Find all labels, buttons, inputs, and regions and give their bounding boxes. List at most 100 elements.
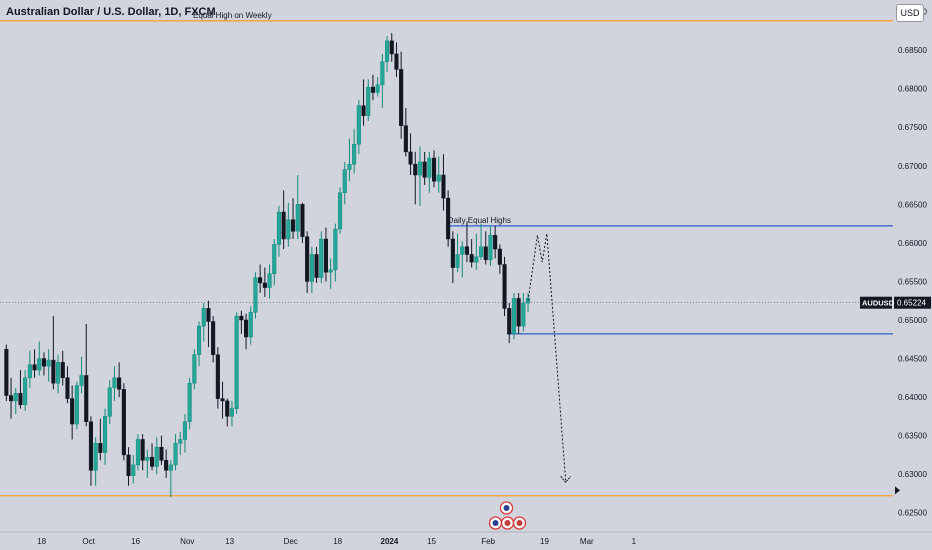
candle[interactable] <box>338 192 343 230</box>
candle[interactable] <box>347 163 352 170</box>
candle[interactable] <box>333 228 338 271</box>
scroll-right-icon[interactable] <box>895 486 900 495</box>
candle[interactable] <box>276 211 281 245</box>
candle[interactable] <box>441 174 446 199</box>
candle[interactable] <box>399 69 404 126</box>
candle[interactable] <box>262 282 267 288</box>
candle[interactable] <box>225 400 230 417</box>
candle[interactable] <box>103 416 108 453</box>
candle[interactable] <box>488 234 493 261</box>
candle[interactable] <box>37 358 42 371</box>
candle[interactable] <box>98 443 103 453</box>
candle[interactable] <box>408 151 413 165</box>
candle[interactable] <box>112 377 117 389</box>
candle[interactable] <box>464 246 469 255</box>
candle[interactable] <box>427 157 432 178</box>
candle[interactable] <box>168 464 173 471</box>
candle[interactable] <box>211 321 216 355</box>
candle[interactable] <box>74 385 79 425</box>
candle[interactable] <box>267 273 272 288</box>
candle[interactable] <box>455 254 460 268</box>
candle[interactable] <box>206 308 211 322</box>
price-axis[interactable] <box>893 0 932 550</box>
candle[interactable] <box>131 464 136 476</box>
candle[interactable] <box>93 443 98 471</box>
candle[interactable] <box>516 298 521 327</box>
candle[interactable] <box>117 377 122 390</box>
candle[interactable] <box>192 354 197 384</box>
candle[interactable] <box>201 308 206 327</box>
candle[interactable] <box>291 219 296 232</box>
candle[interactable] <box>370 86 375 93</box>
candle[interactable] <box>27 364 32 379</box>
candle[interactable] <box>446 197 451 240</box>
candle[interactable] <box>41 358 47 367</box>
candle[interactable] <box>220 398 225 402</box>
candle[interactable] <box>79 375 84 386</box>
candle[interactable] <box>244 319 249 338</box>
candle[interactable] <box>483 246 488 261</box>
candle[interactable] <box>319 238 324 278</box>
candle[interactable] <box>314 254 319 278</box>
candle[interactable] <box>413 163 418 176</box>
candle[interactable] <box>140 439 145 461</box>
candle[interactable] <box>352 143 357 165</box>
candle[interactable] <box>88 421 94 471</box>
candle[interactable] <box>328 269 333 273</box>
candle[interactable] <box>403 125 408 153</box>
candle[interactable] <box>46 359 51 367</box>
candle[interactable] <box>234 315 239 409</box>
candle[interactable] <box>258 277 263 284</box>
candle[interactable] <box>361 105 366 116</box>
candle[interactable] <box>23 377 28 406</box>
candle[interactable] <box>432 157 437 182</box>
candle[interactable] <box>375 84 380 93</box>
candle[interactable] <box>178 439 183 444</box>
candle[interactable] <box>305 236 310 282</box>
candle[interactable] <box>60 362 65 379</box>
candle[interactable] <box>70 398 75 425</box>
candle[interactable] <box>182 421 187 440</box>
candle[interactable] <box>507 308 512 335</box>
candle[interactable] <box>286 219 291 240</box>
candle[interactable] <box>380 61 385 86</box>
candle[interactable] <box>159 446 164 461</box>
candle[interactable] <box>107 387 112 417</box>
candle[interactable] <box>126 454 131 476</box>
candle[interactable] <box>511 298 517 335</box>
plot-area[interactable] <box>0 0 893 532</box>
candle[interactable] <box>135 439 140 466</box>
candle[interactable] <box>239 315 244 321</box>
candle[interactable] <box>197 325 202 355</box>
candle[interactable] <box>502 264 507 309</box>
candle[interactable] <box>248 312 253 338</box>
candle[interactable] <box>422 161 427 178</box>
candle[interactable] <box>300 204 305 237</box>
candle[interactable] <box>436 174 441 182</box>
candle[interactable] <box>84 375 89 422</box>
candle[interactable] <box>56 362 61 384</box>
candle[interactable] <box>253 277 258 313</box>
candle[interactable] <box>65 377 70 399</box>
candle[interactable] <box>215 354 220 399</box>
candle[interactable] <box>4 349 9 396</box>
candle[interactable] <box>479 246 484 257</box>
candle[interactable] <box>417 161 422 176</box>
candle[interactable] <box>450 238 455 268</box>
candle[interactable] <box>51 359 56 384</box>
candle[interactable] <box>342 169 347 194</box>
candle[interactable] <box>323 238 328 273</box>
candle[interactable] <box>187 382 192 422</box>
candle[interactable] <box>281 211 286 240</box>
candle[interactable] <box>460 246 465 255</box>
candle[interactable] <box>121 389 126 456</box>
candle[interactable] <box>493 234 498 250</box>
candle[interactable] <box>173 443 178 466</box>
candle[interactable] <box>474 256 479 263</box>
candle[interactable] <box>13 392 18 402</box>
candle[interactable] <box>469 254 474 263</box>
candle[interactable] <box>145 456 150 461</box>
candle[interactable] <box>229 408 234 417</box>
